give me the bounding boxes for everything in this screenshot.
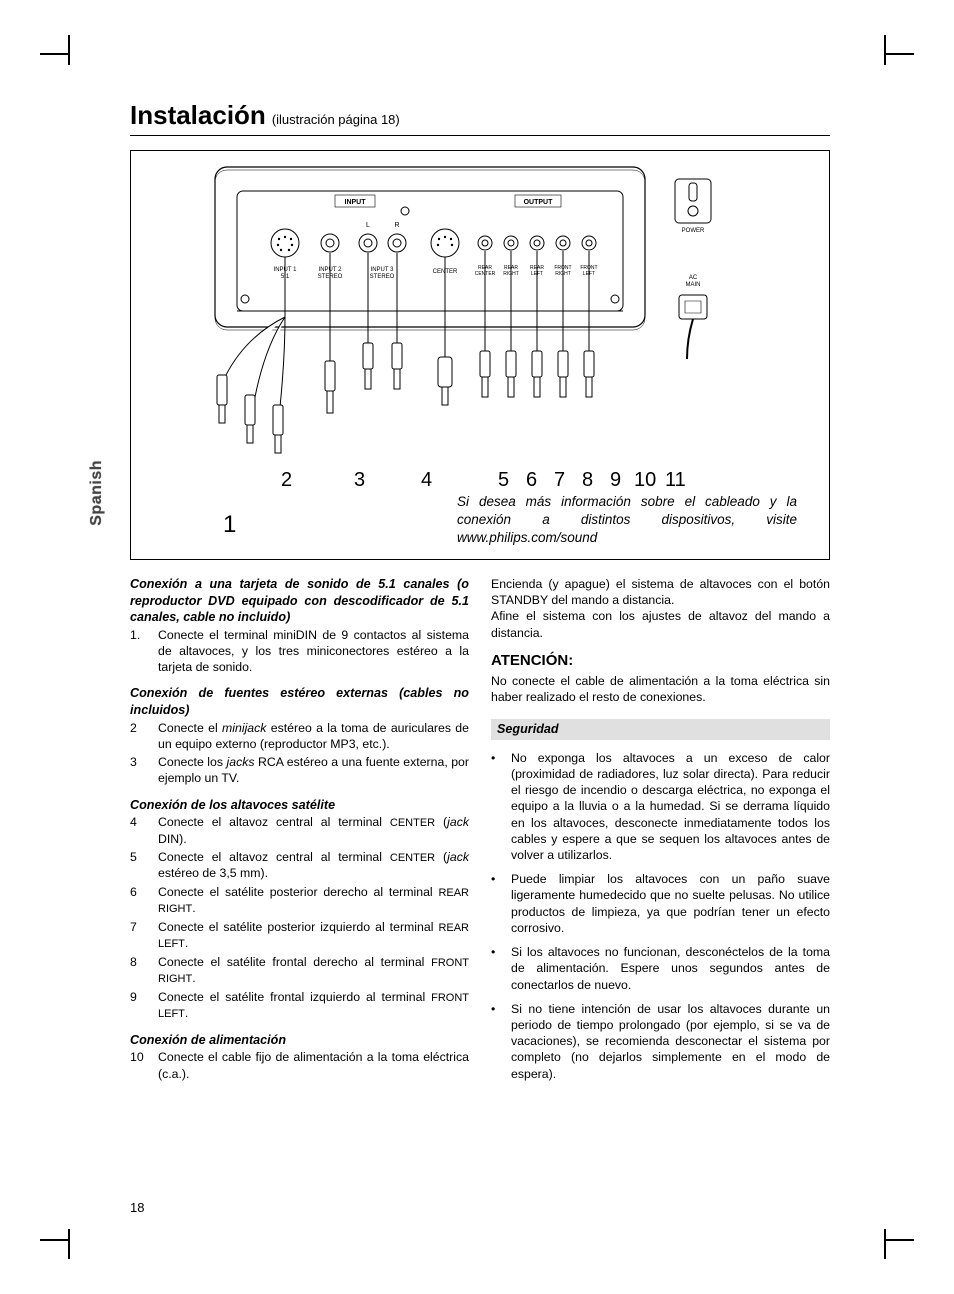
- svg-text:MAIN: MAIN: [686, 282, 701, 288]
- connection-diagram: INPUT OUTPUT INPUT 1 5.1 INPUT 2 STEREO …: [130, 150, 830, 560]
- diagram-caption: Si desea más información sobre el cablea…: [457, 493, 797, 548]
- title-rule: [130, 135, 830, 136]
- svg-text:POWER: POWER: [682, 228, 705, 234]
- svg-text:OUTPUT: OUTPUT: [524, 199, 554, 206]
- svg-text:INPUT: INPUT: [345, 199, 367, 206]
- seguridad-heading: Seguridad: [491, 719, 830, 740]
- right-intro1: Encienda (y apague) el sistema de altavo…: [491, 576, 830, 608]
- svg-text:INPUT 3: INPUT 3: [371, 267, 395, 273]
- sec3-heading: Conexión de los altavoces satélite: [130, 797, 469, 814]
- sec1-heading: Conexión a una tarjeta de sonido de 5.1 …: [130, 576, 469, 626]
- page-number: 18: [130, 1200, 144, 1215]
- language-tab: Spanish: [88, 460, 106, 526]
- right-intro2: Afine el sistema con los ajustes de alta…: [491, 608, 830, 640]
- diagram-svg: INPUT OUTPUT INPUT 1 5.1 INPUT 2 STEREO …: [145, 161, 815, 481]
- svg-text:R: R: [394, 222, 399, 229]
- right-column: Encienda (y apague) el sistema de altavo…: [491, 576, 830, 1090]
- svg-text:L: L: [366, 222, 370, 229]
- sec2-heading: Conexión de fuentes estéreo externas (ca…: [130, 685, 469, 718]
- svg-text:STEREO: STEREO: [370, 274, 395, 280]
- page-title: Instalación: [130, 100, 266, 131]
- sec4-heading: Conexión de alimentación: [130, 1032, 469, 1049]
- page-content: Instalación (ilustración página 18) INPU…: [130, 100, 830, 1090]
- seguridad-list: •No exponga los altavoces a un exceso de…: [491, 750, 830, 1082]
- atencion-text: No conecte el cable de alimentación a la…: [491, 673, 830, 705]
- svg-text:AC: AC: [689, 275, 698, 281]
- left-column: Conexión a una tarjeta de sonido de 5.1 …: [130, 576, 469, 1090]
- sec4-list: 10Conecte el cable fijo de alimentación …: [130, 1049, 469, 1081]
- atencion-heading: ATENCIÓN:: [491, 651, 830, 671]
- sec3-list: 4 Conecte el altavoz central al terminal…: [130, 814, 469, 1022]
- sec1-list: 1.Conecte el terminal miniDIN de 9 conta…: [130, 627, 469, 676]
- sec2-list: 2 Conecte el minijack estéreo a la toma …: [130, 720, 469, 787]
- page-subtitle: (ilustración página 18): [272, 112, 400, 127]
